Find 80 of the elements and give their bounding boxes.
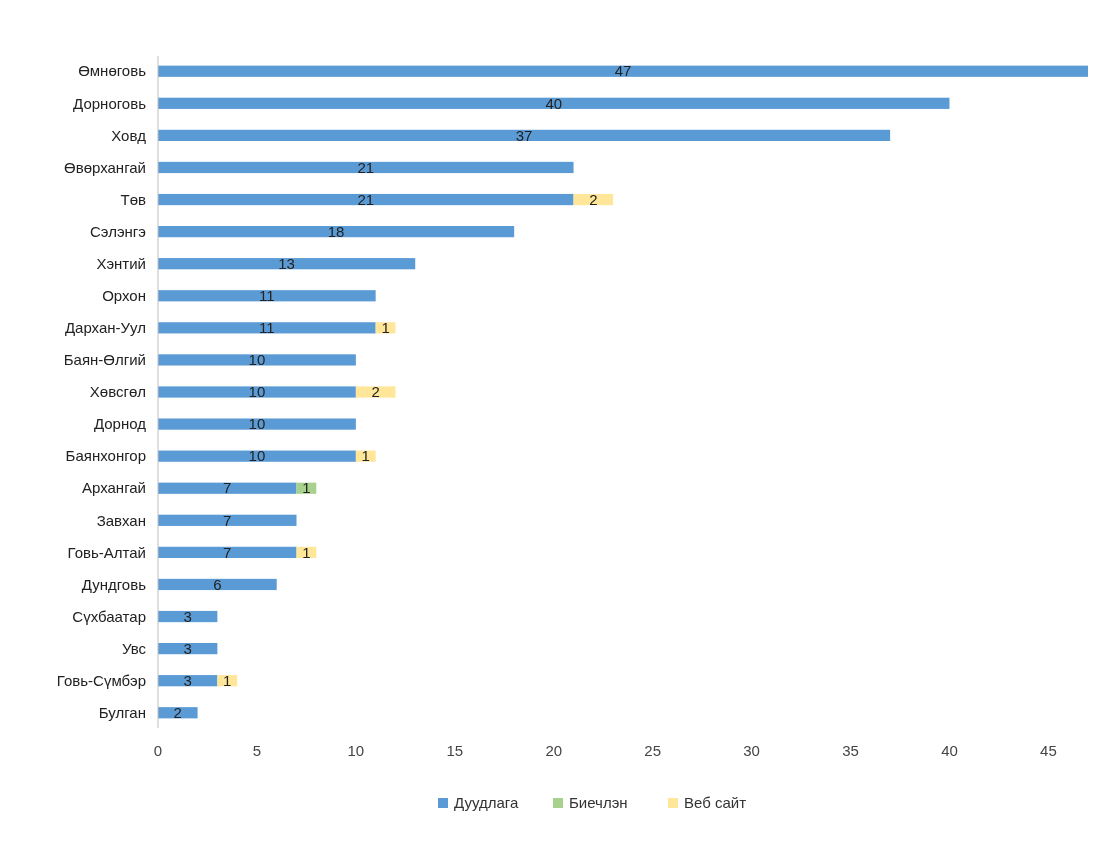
data-label: 10 — [248, 447, 266, 465]
data-label: 37 — [515, 126, 533, 144]
y-tick-label: Баянхонгор — [65, 447, 146, 465]
y-tick-label: Хэнтий — [96, 254, 146, 272]
bar — [158, 450, 356, 462]
legend-label: Веб сайт — [684, 794, 747, 812]
x-tick-label: 15 — [446, 742, 464, 759]
data-label: 3 — [183, 671, 192, 689]
data-label: 3 — [183, 607, 192, 625]
data-label: 7 — [223, 479, 232, 497]
legend-label: Биечлэн — [569, 794, 628, 812]
x-tick-label: 30 — [743, 742, 760, 759]
data-label: 2 — [173, 704, 182, 722]
y-tick-label: Дархан-Уул — [64, 319, 146, 337]
data-label: 18 — [327, 222, 345, 240]
bar — [158, 546, 297, 558]
x-tick-label: 10 — [347, 742, 365, 759]
data-label: 21 — [357, 190, 375, 208]
data-label: 11 — [259, 287, 275, 305]
x-tick-label: 40 — [941, 742, 958, 759]
bar — [158, 386, 356, 398]
bar — [158, 290, 376, 302]
data-label: 10 — [248, 415, 266, 433]
x-tick-label: 5 — [252, 742, 262, 759]
bar — [158, 65, 1088, 77]
data-label: 21 — [357, 158, 375, 176]
data-label: 47 — [614, 62, 632, 80]
bar — [158, 418, 356, 430]
data-label: 1 — [302, 543, 311, 561]
data-label: 7 — [223, 511, 232, 529]
y-tick-label: Булган — [98, 704, 146, 722]
data-label: 10 — [248, 351, 266, 369]
data-label: 2 — [371, 383, 380, 401]
y-tick-label: Төв — [120, 190, 147, 208]
y-tick-label: Дорноговь — [73, 94, 147, 112]
y-tick-label: Завхан — [96, 511, 146, 529]
y-tick-label: Өвөрхангай — [64, 158, 146, 176]
data-label: 11 — [259, 319, 275, 337]
data-label: 7 — [223, 543, 232, 561]
bar — [158, 322, 376, 334]
y-tick-label: Говь-Алтай — [67, 543, 146, 561]
data-label: 10 — [248, 383, 266, 401]
bar — [158, 482, 297, 494]
bar — [158, 161, 574, 174]
y-tick-label: Хөвсгөл — [89, 383, 146, 401]
x-tick-label: 20 — [545, 742, 563, 759]
y-tick-label: Сүхбаатар — [72, 607, 146, 625]
y-tick-label: Говь-Сүмбэр — [56, 671, 146, 689]
x-tick-label: 0 — [153, 742, 163, 759]
bar — [158, 258, 416, 270]
y-tick-label: Увс — [122, 639, 147, 657]
bar — [158, 97, 950, 109]
y-tick-label: Орхон — [102, 287, 146, 305]
x-tick-label: 35 — [842, 742, 859, 759]
y-tick-label: Ховд — [111, 126, 147, 144]
y-tick-label: Сэлэнгэ — [90, 222, 147, 240]
data-label: 6 — [213, 575, 222, 593]
data-label: 1 — [302, 479, 311, 497]
data-label: 40 — [545, 94, 563, 112]
y-tick-label: Дорнод — [93, 415, 147, 433]
bar — [158, 578, 277, 591]
data-label: 13 — [278, 254, 295, 272]
data-label: 3 — [183, 639, 192, 657]
y-tick-label: Баян-Өлгий — [63, 351, 146, 369]
bar — [158, 354, 356, 366]
bar — [158, 514, 297, 526]
bar — [158, 193, 574, 206]
y-tick-label: Өмнөговь — [78, 62, 147, 80]
y-tick-label: Дундговь — [81, 575, 147, 593]
data-label: 1 — [223, 671, 232, 689]
bar — [158, 226, 515, 238]
data-label: 2 — [589, 190, 598, 208]
x-tick-label: 25 — [644, 742, 662, 759]
data-label: 1 — [381, 319, 390, 337]
x-tick-label: 45 — [1040, 742, 1057, 759]
legend-label: Дуудлага — [454, 794, 519, 812]
y-tick-label: Архангай — [82, 479, 146, 497]
bar — [158, 129, 891, 141]
data-label: 1 — [361, 447, 370, 465]
bar — [355, 386, 396, 398]
